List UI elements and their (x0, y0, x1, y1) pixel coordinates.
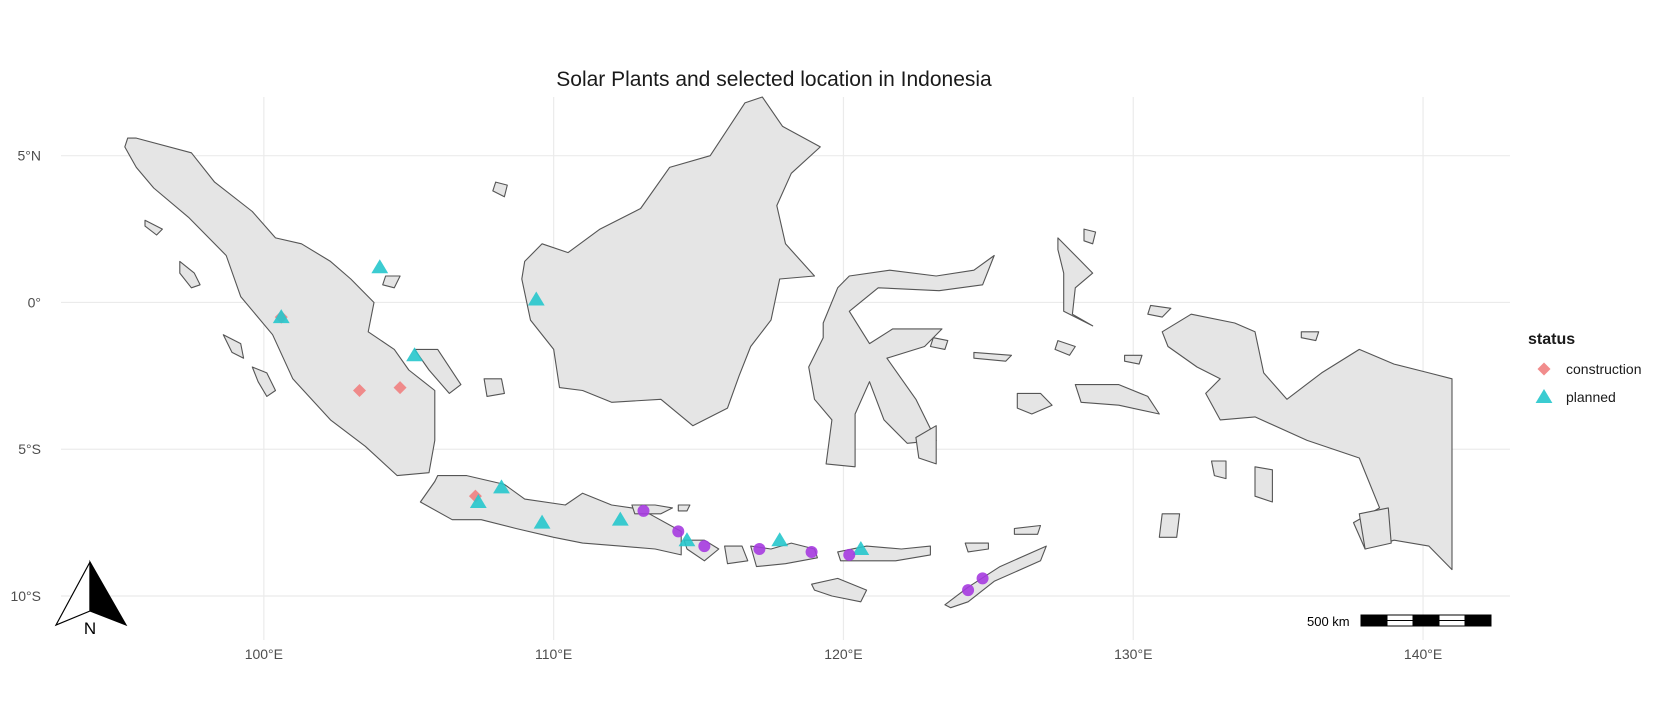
island-wetar (1013, 524, 1042, 535)
planned-marker (527, 291, 545, 306)
island-lombok (724, 545, 749, 565)
legend-key-planned (1535, 389, 1553, 403)
island-waigeo (1147, 304, 1172, 318)
planned-marker (852, 541, 870, 556)
y-tick-label: 10°S (10, 588, 41, 604)
x-tick-label: 110°E (535, 646, 572, 662)
planned-marker (611, 511, 629, 526)
island-muna-buton (915, 425, 937, 465)
island-kai (1210, 460, 1227, 480)
island-nias (179, 260, 201, 289)
planned-marker (371, 259, 389, 274)
island-timor (944, 545, 1047, 609)
selected-location-marker (976, 572, 989, 585)
selected-location-marker (843, 548, 856, 561)
planned-marker (771, 532, 789, 547)
scale-bar-segments (1360, 614, 1492, 627)
north-arrow-label: N (84, 619, 96, 638)
selected-location-marker (962, 584, 975, 597)
island-mentawai (251, 366, 277, 397)
planned-marker (493, 479, 510, 494)
plant-markers (272, 259, 989, 597)
planned-marker (469, 494, 487, 509)
island-sumba (811, 577, 868, 603)
legend: status construction planned (1528, 331, 1641, 405)
scale-bar: 500 km (1307, 614, 1492, 629)
island-madura-sapudi (677, 504, 691, 512)
construction-marker (352, 384, 366, 398)
selected-location-marker (805, 545, 818, 558)
island-lingga-riau (382, 275, 401, 289)
island-halmahera (1057, 237, 1094, 327)
planned-marker (406, 347, 423, 362)
island-alor (964, 542, 989, 553)
construction-marker (393, 381, 407, 395)
planned-marker (678, 532, 696, 547)
island-seram (1074, 384, 1160, 415)
planned-marker (533, 514, 551, 529)
island-java (419, 475, 682, 556)
map-title: Solar Plants and selected location in In… (556, 68, 992, 91)
island-sumatra (124, 137, 436, 477)
legend-label-planned: planned (1566, 389, 1616, 405)
island-natuna (492, 181, 508, 198)
island-sulawesi (808, 254, 995, 468)
land-polygons (124, 96, 1453, 609)
legend-title: status (1528, 331, 1575, 348)
island-bangka (414, 348, 462, 394)
axis-labels: 100°E 110°E 120°E 130°E 140°E 5°N 0° 5°S 10°S (10, 148, 1442, 662)
island-frederik-hendrik (1358, 507, 1392, 550)
selected-location-marker (672, 525, 685, 538)
island-biak (1300, 331, 1320, 342)
island-simeulue (144, 219, 163, 236)
y-tick-label: 0° (28, 294, 41, 310)
island-morotai (1083, 228, 1097, 245)
x-tick-label: 140°E (1404, 646, 1442, 662)
island-obi (1054, 340, 1076, 356)
y-tick-label: 5°S (18, 441, 41, 457)
island-sula (973, 351, 1013, 362)
y-tick-label: 5°N (18, 148, 42, 164)
planned-marker (272, 309, 290, 324)
island-banggai (929, 337, 949, 350)
island-aru (1254, 466, 1273, 503)
selected-location-marker (753, 543, 766, 556)
island-siberut (222, 334, 245, 359)
island-belitung (483, 378, 505, 397)
island-buru (1016, 392, 1053, 415)
scale-bar-label: 500 km (1307, 614, 1350, 629)
legend-key-construction (1537, 362, 1551, 376)
x-tick-label: 120°E (824, 646, 862, 662)
x-tick-label: 130°E (1114, 646, 1152, 662)
island-yamdena (1158, 513, 1181, 538)
selected-location-marker (637, 504, 650, 517)
x-tick-label: 100°E (245, 646, 283, 662)
island-borneo (521, 96, 821, 427)
north-arrow-icon: N (54, 559, 128, 638)
island-misool (1124, 354, 1143, 365)
selected-location-marker (698, 540, 711, 553)
island-new-guinea (1161, 313, 1453, 571)
legend-label-construction: construction (1566, 361, 1641, 377)
